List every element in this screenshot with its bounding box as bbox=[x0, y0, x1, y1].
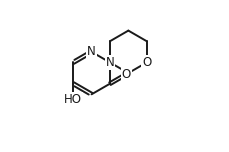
Text: N: N bbox=[105, 56, 114, 69]
Text: N: N bbox=[87, 45, 95, 58]
Text: O: O bbox=[142, 56, 151, 69]
Text: O: O bbox=[121, 68, 131, 81]
Text: HO: HO bbox=[64, 93, 82, 106]
